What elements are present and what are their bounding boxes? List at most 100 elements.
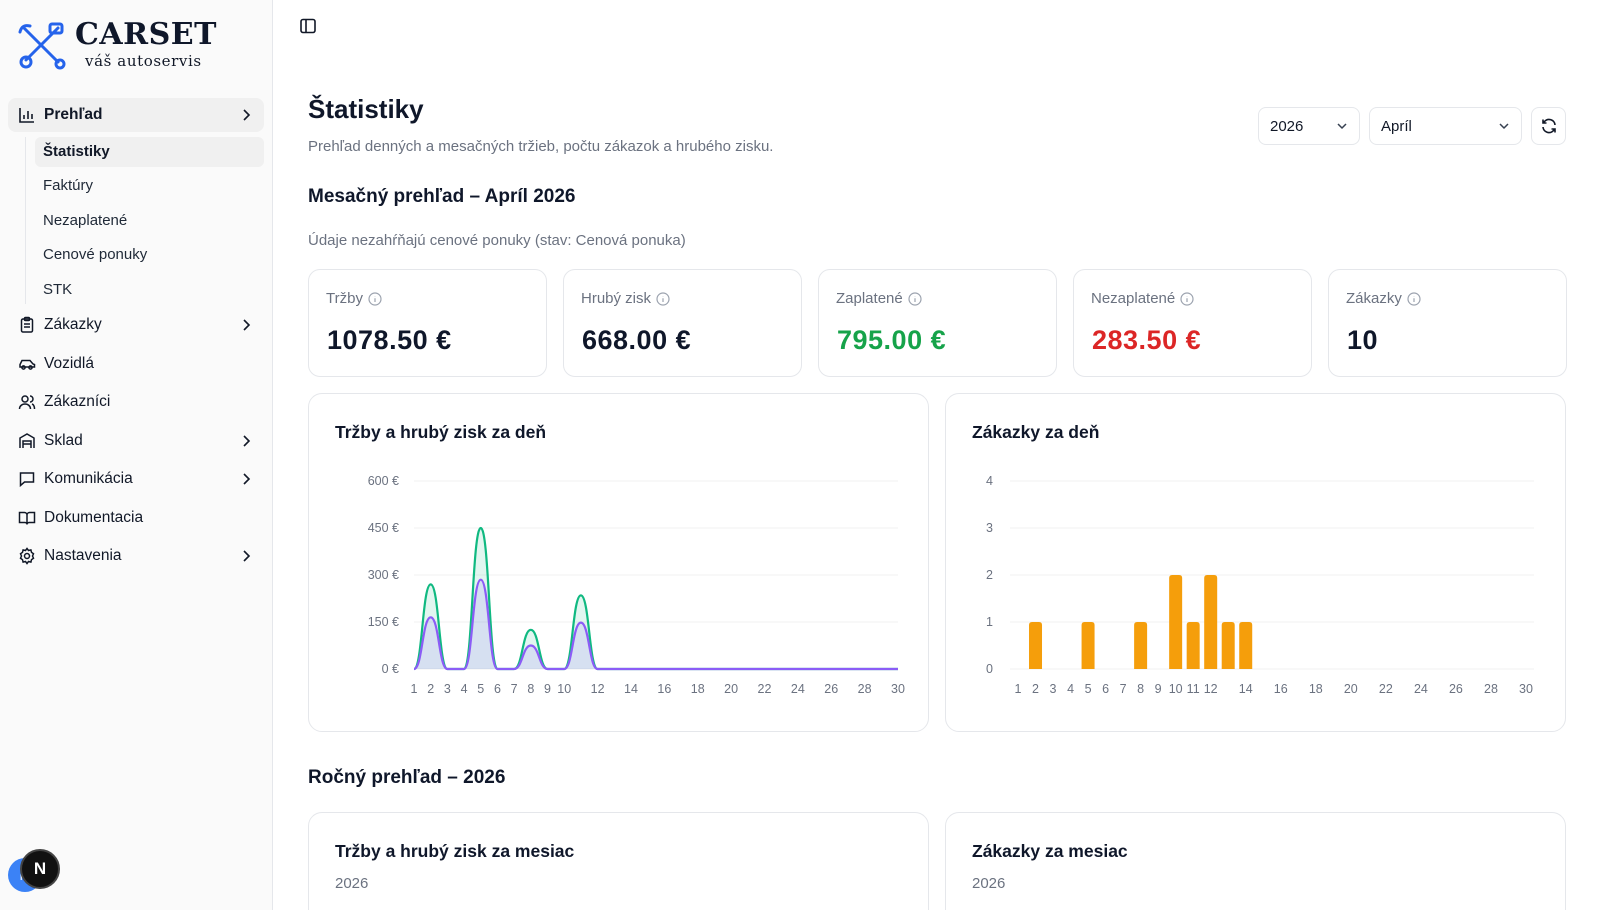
x-tick-label: 30 <box>891 682 905 696</box>
sidebar-item-label: Dokumentacia <box>44 508 144 526</box>
sidebar-subitem-cenove-ponuky[interactable]: Cenové ponuky <box>43 246 148 264</box>
bar[interactable] <box>1029 622 1043 669</box>
bar[interactable] <box>1081 622 1095 669</box>
daily-orders-chart-card: Zákazky za deň 0 1 2 3 4 1 2 3 4 5 6 7 8 9 10 11 12 14 16 1… <box>945 393 1566 732</box>
x-tick-label: 9 <box>1155 682 1162 696</box>
kpi-label: Zaplatené <box>836 290 922 307</box>
x-tick-label: 30 <box>1519 682 1533 696</box>
kpi-label-text: Zákazky <box>1346 290 1402 307</box>
sidebar-subitem-nezaplatene[interactable]: Nezaplatené <box>43 211 128 229</box>
x-tick-label: 7 <box>1120 682 1127 696</box>
bar[interactable] <box>1221 622 1235 669</box>
x-tick-label: 5 <box>477 682 484 696</box>
gear-icon <box>18 547 36 566</box>
chart-subtitle: 2026 <box>335 875 369 892</box>
refresh-button[interactable] <box>1531 107 1566 145</box>
year-select-value: 2026 <box>1270 117 1304 135</box>
x-tick-label: 3 <box>444 682 451 696</box>
sidebar-item-sklad[interactable]: Sklad <box>8 424 264 458</box>
kpi-label: Hrubý zisk <box>581 290 670 307</box>
sidebar-item-label: Komunikácia <box>44 470 133 488</box>
kpi-label-text: Nezaplatené <box>1091 290 1176 307</box>
x-tick-label: 12 <box>591 682 605 696</box>
bar[interactable] <box>1134 622 1148 669</box>
monthly-revenue-chart-card: Tržby a hrubý zisk za mesiac 2026 <box>308 812 929 910</box>
sidebar-subitem-stk[interactable]: STK <box>43 280 73 298</box>
y-tick-label: 4 <box>986 474 993 488</box>
kpi-card-trzby: Tržby 1078.50 € <box>308 269 547 377</box>
bar[interactable] <box>1186 622 1200 669</box>
dev-tools-badge[interactable]: N <box>20 849 60 889</box>
chevron-right-icon <box>243 319 251 332</box>
chart-subtitle: 2026 <box>972 875 1006 892</box>
kpi-label-text: Tržby <box>326 290 363 307</box>
month-select[interactable]: Apríl <box>1369 107 1522 145</box>
year-select[interactable]: 2026 <box>1258 107 1360 145</box>
sidebar-item-komunikacia[interactable]: Komunikácia <box>8 462 264 496</box>
info-icon[interactable] <box>368 291 382 306</box>
bar[interactable] <box>1239 622 1253 669</box>
kpi-card-hruby-zisk: Hrubý zisk 668.00 € <box>563 269 802 377</box>
sidebar-subitem-statistiky[interactable]: Štatistiky <box>35 136 264 167</box>
x-tick-label: 12 <box>1204 682 1218 696</box>
chevron-right-icon <box>243 435 251 447</box>
kpi-label: Nezaplatené <box>1091 290 1194 307</box>
x-tick-label: 1 <box>411 682 418 696</box>
page-title: Štatistiky <box>308 94 424 124</box>
sidebar-item-prehlad[interactable]: Prehľad <box>8 98 264 132</box>
x-tick-label: 14 <box>624 682 638 696</box>
kpi-card-nezaplatene: Nezaplatené 283.50 € <box>1073 269 1312 377</box>
month-select-value: Apríl <box>1381 117 1412 135</box>
sidebar-subitem-faktury[interactable]: Faktúry <box>43 177 94 195</box>
x-tick-label: 22 <box>758 682 772 696</box>
y-tick-label: 0 <box>986 662 993 676</box>
info-icon[interactable] <box>1180 291 1194 306</box>
x-tick-label: 7 <box>511 682 518 696</box>
brand-title: CARSET <box>75 17 217 52</box>
sidebar-item-nastavenia[interactable]: Nastavenia <box>8 539 264 573</box>
info-icon[interactable] <box>1407 291 1421 306</box>
x-tick-label: 11 <box>1187 682 1200 696</box>
x-tick-label: 4 <box>1067 682 1074 696</box>
kpi-label-text: Hrubý zisk <box>581 290 652 307</box>
clipboard-icon <box>18 316 36 334</box>
brand-subtitle: váš autoservis <box>85 52 202 70</box>
chart-title: Zákazky za deň <box>972 422 1100 442</box>
brand-logo[interactable]: CARSET váš autoservis <box>18 18 218 74</box>
sidebar: CARSET váš autoservis Prehľad Štatistiky… <box>0 0 273 910</box>
kpi-label: Zákazky <box>1346 290 1421 307</box>
y-tick-label: 1 <box>986 615 993 629</box>
users-icon <box>18 393 36 411</box>
y-tick-label: 450 € <box>368 521 399 535</box>
x-tick-label: 18 <box>691 682 705 696</box>
x-tick-label: 8 <box>527 682 534 696</box>
bar[interactable] <box>1204 575 1218 669</box>
x-tick-label: 4 <box>461 682 468 696</box>
kpi-label: Tržby <box>326 290 382 307</box>
sidebar-toggle-icon[interactable] <box>298 16 318 36</box>
sidebar-item-zakaznici[interactable]: Zákazníci <box>8 385 264 419</box>
sidebar-item-dokumentacia[interactable]: Dokumentacia <box>8 501 264 535</box>
sidebar-item-label: Prehľad <box>44 106 103 123</box>
kpi-card-zaplatene: Zaplatené 795.00 € <box>818 269 1057 377</box>
message-icon <box>18 470 36 488</box>
sidebar-item-zakazky[interactable]: Zákazky <box>8 308 264 342</box>
x-tick-label: 24 <box>1414 682 1428 696</box>
chevron-right-icon <box>243 550 251 563</box>
info-icon[interactable] <box>656 291 670 306</box>
sidebar-item-label: Zákazky <box>44 316 102 334</box>
chevron-down-icon <box>1337 123 1347 130</box>
monthly-orders-chart-card: Zákazky za mesiac 2026 <box>945 812 1566 910</box>
refresh-icon <box>1541 118 1556 134</box>
sidebar-item-label: Sklad <box>44 431 83 449</box>
kpi-value: 1078.50 € <box>327 325 452 355</box>
y-tick-label: 0 € <box>382 662 399 676</box>
chevron-right-icon <box>243 473 251 486</box>
info-icon[interactable] <box>908 291 922 306</box>
series-line <box>413 578 898 671</box>
x-tick-label: 1 <box>1015 682 1022 696</box>
y-tick-label: 600 € <box>368 474 399 488</box>
chevron-down-icon <box>1499 123 1509 130</box>
bar[interactable] <box>1169 575 1183 669</box>
sidebar-item-vozidla[interactable]: Vozidlá <box>8 347 264 381</box>
